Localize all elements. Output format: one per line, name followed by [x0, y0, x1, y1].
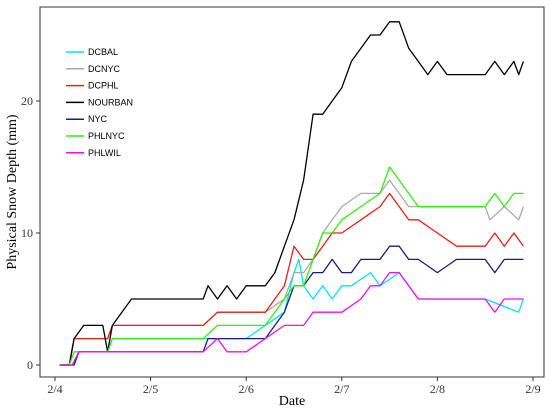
legend-label-nyc: NYC — [88, 114, 108, 124]
series-line-phlwil — [59, 271, 524, 366]
legend-label-phlnyc: PHLNYC — [88, 131, 125, 141]
x-tick-label: 2/7 — [334, 382, 349, 396]
legend-label-dcnyc: DCNYC — [88, 64, 121, 74]
legend-label-dcbal: DCBAL — [88, 47, 118, 57]
plot-frame — [39, 6, 545, 378]
x-tick-label: 2/8 — [430, 382, 445, 396]
legend: DCBAL DCNYC DCPHL NOURBAN NYC PHLNYC PHLWIL — [66, 47, 133, 158]
y-axis-label: Physical Snow Depth (mm) — [5, 114, 20, 269]
x-tick-label: 2/4 — [47, 382, 62, 396]
x-tick-label: 2/6 — [239, 382, 254, 396]
y-tick-label: 0 — [27, 358, 33, 372]
axis-layer: 2/4 2/5 2/6 2/7 2/8 2/9 0 10 20 — [21, 94, 541, 396]
x-axis-label: Date — [279, 394, 305, 409]
legend-label-dcphl: DCPHL — [88, 81, 119, 91]
series-line-phlnyc — [59, 166, 524, 366]
x-tick-label: 2/9 — [525, 382, 540, 396]
y-tick-label: 10 — [21, 226, 33, 240]
x-tick-label: 2/5 — [143, 382, 158, 396]
series-line-nourban — [59, 21, 525, 366]
y-tick-label: 20 — [21, 94, 33, 108]
legend-label-nourban: NOURBAN — [88, 97, 133, 107]
series-layer — [59, 21, 525, 366]
legend-label-phlwil: PHLWIL — [88, 148, 121, 158]
